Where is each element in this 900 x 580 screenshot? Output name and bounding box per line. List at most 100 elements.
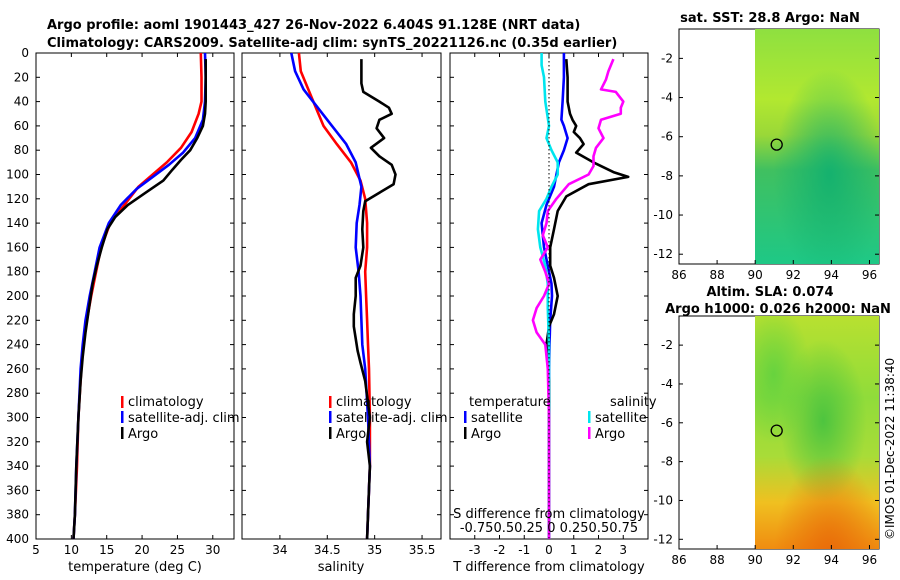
map-x-tick-label: 88: [709, 553, 724, 567]
series-line-satellite-adj-clim: [72, 52, 207, 540]
map-x-tick-label: 96: [862, 553, 877, 567]
legend-label-t-satellite: satellite: [471, 411, 523, 426]
salinity-panel: [241, 52, 442, 540]
depth-tick-label: 360: [6, 483, 29, 497]
sst-map-title: sat. SST: 28.8 Argo: NaN: [680, 11, 860, 26]
depth-tick-label: 20: [14, 70, 29, 84]
header-title-line2: Climatology: CARS2009. Satellite-adj cli…: [47, 36, 617, 51]
map-y-tick-label: -2: [661, 338, 673, 352]
difference-legend: temperature salinity satellite Argo sate…: [464, 395, 657, 442]
depth-tick-label: 200: [6, 289, 29, 303]
series-line-salinity-satellite: [536, 53, 560, 539]
legend-label-climatology: climatology: [336, 395, 412, 410]
x-tick-label: 2: [595, 543, 603, 557]
sst-argo-marker: [770, 138, 783, 151]
depth-tick-label: 60: [14, 119, 29, 133]
x-tick-label: 5: [32, 543, 40, 557]
depth-tick-label: 340: [6, 459, 29, 473]
legend-title-salinity: salinity: [610, 395, 657, 410]
x-tick-label: -1: [518, 543, 530, 557]
x-tick-label: -3: [469, 543, 481, 557]
sla-map-title-line1: Altim. SLA: 0.074: [707, 285, 834, 300]
depth-tick-label: 300: [6, 411, 29, 425]
series-line-temperature-satellite: [540, 53, 569, 539]
x-tick-label: 3: [619, 543, 627, 557]
depth-tick-label: 40: [14, 95, 29, 109]
x-tick-label: 25: [170, 543, 185, 557]
header-title-line1: Argo profile: aoml 1901443_427 26-Nov-20…: [47, 18, 580, 33]
x-tick-label: 10: [64, 543, 79, 557]
s-difference-ticks: -0.750.50.25 0 0.250.50.75: [460, 521, 638, 536]
sst-field-feature: [755, 29, 879, 264]
map-y-tick-label: -10: [653, 208, 673, 222]
map-x-tick-label: 86: [671, 268, 686, 282]
sla-map-axes: 86 88 90 92 94 96 -2 -4 -6 -8 -10 -12: [653, 338, 879, 567]
legend-swatch-t-satellite: [464, 411, 467, 423]
map-y-tick-label: -2: [661, 51, 673, 65]
legend-swatch-s-argo: [588, 427, 591, 439]
legend-label-s-satellite: satellite: [595, 411, 647, 426]
depth-tick-label: 0: [21, 46, 29, 60]
map-y-tick-label: -8: [661, 455, 673, 469]
depth-tick-label: 400: [6, 532, 29, 546]
salinity-xlabel: salinity: [318, 560, 365, 575]
depth-tick-label: 160: [6, 240, 29, 254]
difference-plot: -3 -2 -1 0 1 2 3: [469, 53, 630, 557]
depth-tick-label: 380: [6, 508, 29, 522]
x-tick-label: 15: [99, 543, 114, 557]
map-x-tick-label: 94: [824, 553, 839, 567]
x-tick-label: 35.5: [409, 543, 436, 557]
legend-swatch-s-satellite: [588, 411, 591, 423]
temperature-plot: 5 10 15 20 25 30: [32, 52, 220, 557]
legend-label-t-argo: Argo: [471, 427, 501, 442]
legend-swatch-climatology: [329, 396, 332, 408]
x-tick-label: -2: [494, 543, 506, 557]
series-line-salinity-argo: [531, 58, 625, 539]
map-y-tick-label: -4: [661, 377, 673, 391]
depth-tick-label: 320: [6, 435, 29, 449]
salinity-plot: 34 34.5 35 35.5: [272, 52, 436, 557]
map-x-tick-label: 90: [748, 553, 763, 567]
sla-argo-marker: [770, 424, 783, 437]
map-x-tick-label: 88: [709, 268, 724, 282]
legend-label-s-argo: Argo: [595, 427, 625, 442]
series-line-temperature-argo: [545, 59, 630, 539]
depth-tick-label: 120: [6, 192, 29, 206]
map-y-tick-label: -6: [661, 130, 673, 144]
depth-tick-label: 240: [6, 338, 29, 352]
map-x-tick-label: 92: [786, 553, 801, 567]
temperature-legend: climatology satellite-adj. clim Argo: [121, 395, 240, 442]
depth-tick-label: 260: [6, 362, 29, 376]
depth-axis: 0 20 40 60 80 100 120 140 160 180 200 220 240 260 280 3…: [6, 46, 648, 546]
legend-swatch-argo: [121, 427, 124, 439]
salinity-legend: climatology satellite-adj. clim Argo: [329, 395, 448, 442]
legend-swatch-satellite: [329, 411, 332, 423]
series-line-argo: [352, 59, 397, 540]
map-x-tick-label: 86: [671, 553, 686, 567]
legend-label-satellite: satellite-adj. clim: [128, 411, 240, 426]
depth-tick-label: 220: [6, 313, 29, 327]
x-tick-label: 34: [272, 543, 287, 557]
map-y-tick-label: -6: [661, 416, 673, 430]
legend-swatch-climatology: [121, 396, 124, 408]
depth-tick-label: 100: [6, 168, 29, 182]
legend-swatch-t-argo: [464, 427, 467, 439]
x-tick-label: 0: [545, 543, 553, 557]
x-tick-label: 20: [134, 543, 149, 557]
x-tick-label: 35: [367, 543, 382, 557]
map-x-tick-label: 92: [786, 268, 801, 282]
legend-label-satellite: satellite-adj. clim: [336, 411, 448, 426]
map-y-tick-label: -4: [661, 91, 673, 105]
depth-tick-label: 280: [6, 386, 29, 400]
map-x-tick-label: 90: [748, 268, 763, 282]
legend-swatch-argo: [329, 427, 332, 439]
map-y-tick-label: -12: [653, 532, 673, 546]
temperature-panel: [35, 52, 235, 540]
map-y-tick-label: -8: [661, 169, 673, 183]
depth-tick-label: 180: [6, 265, 29, 279]
series-line-argo: [72, 59, 207, 540]
map-x-tick-label: 94: [824, 268, 839, 282]
map-y-tick-label: -10: [653, 493, 673, 507]
sst-map-axes: 86 88 90 92 94 96 -2 -4 -6 -8 -10 -12: [653, 51, 879, 282]
